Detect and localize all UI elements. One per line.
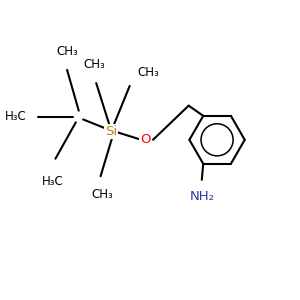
Text: O: O: [140, 133, 151, 146]
Text: CH₃: CH₃: [91, 188, 113, 201]
Text: Si: Si: [105, 124, 117, 138]
Text: H₃C: H₃C: [42, 175, 63, 188]
Text: NH₂: NH₂: [189, 190, 214, 203]
Text: CH₃: CH₃: [56, 45, 78, 58]
Text: CH₃: CH₃: [137, 66, 159, 79]
Text: H₃C: H₃C: [4, 110, 26, 123]
Text: CH₃: CH₃: [84, 58, 106, 71]
